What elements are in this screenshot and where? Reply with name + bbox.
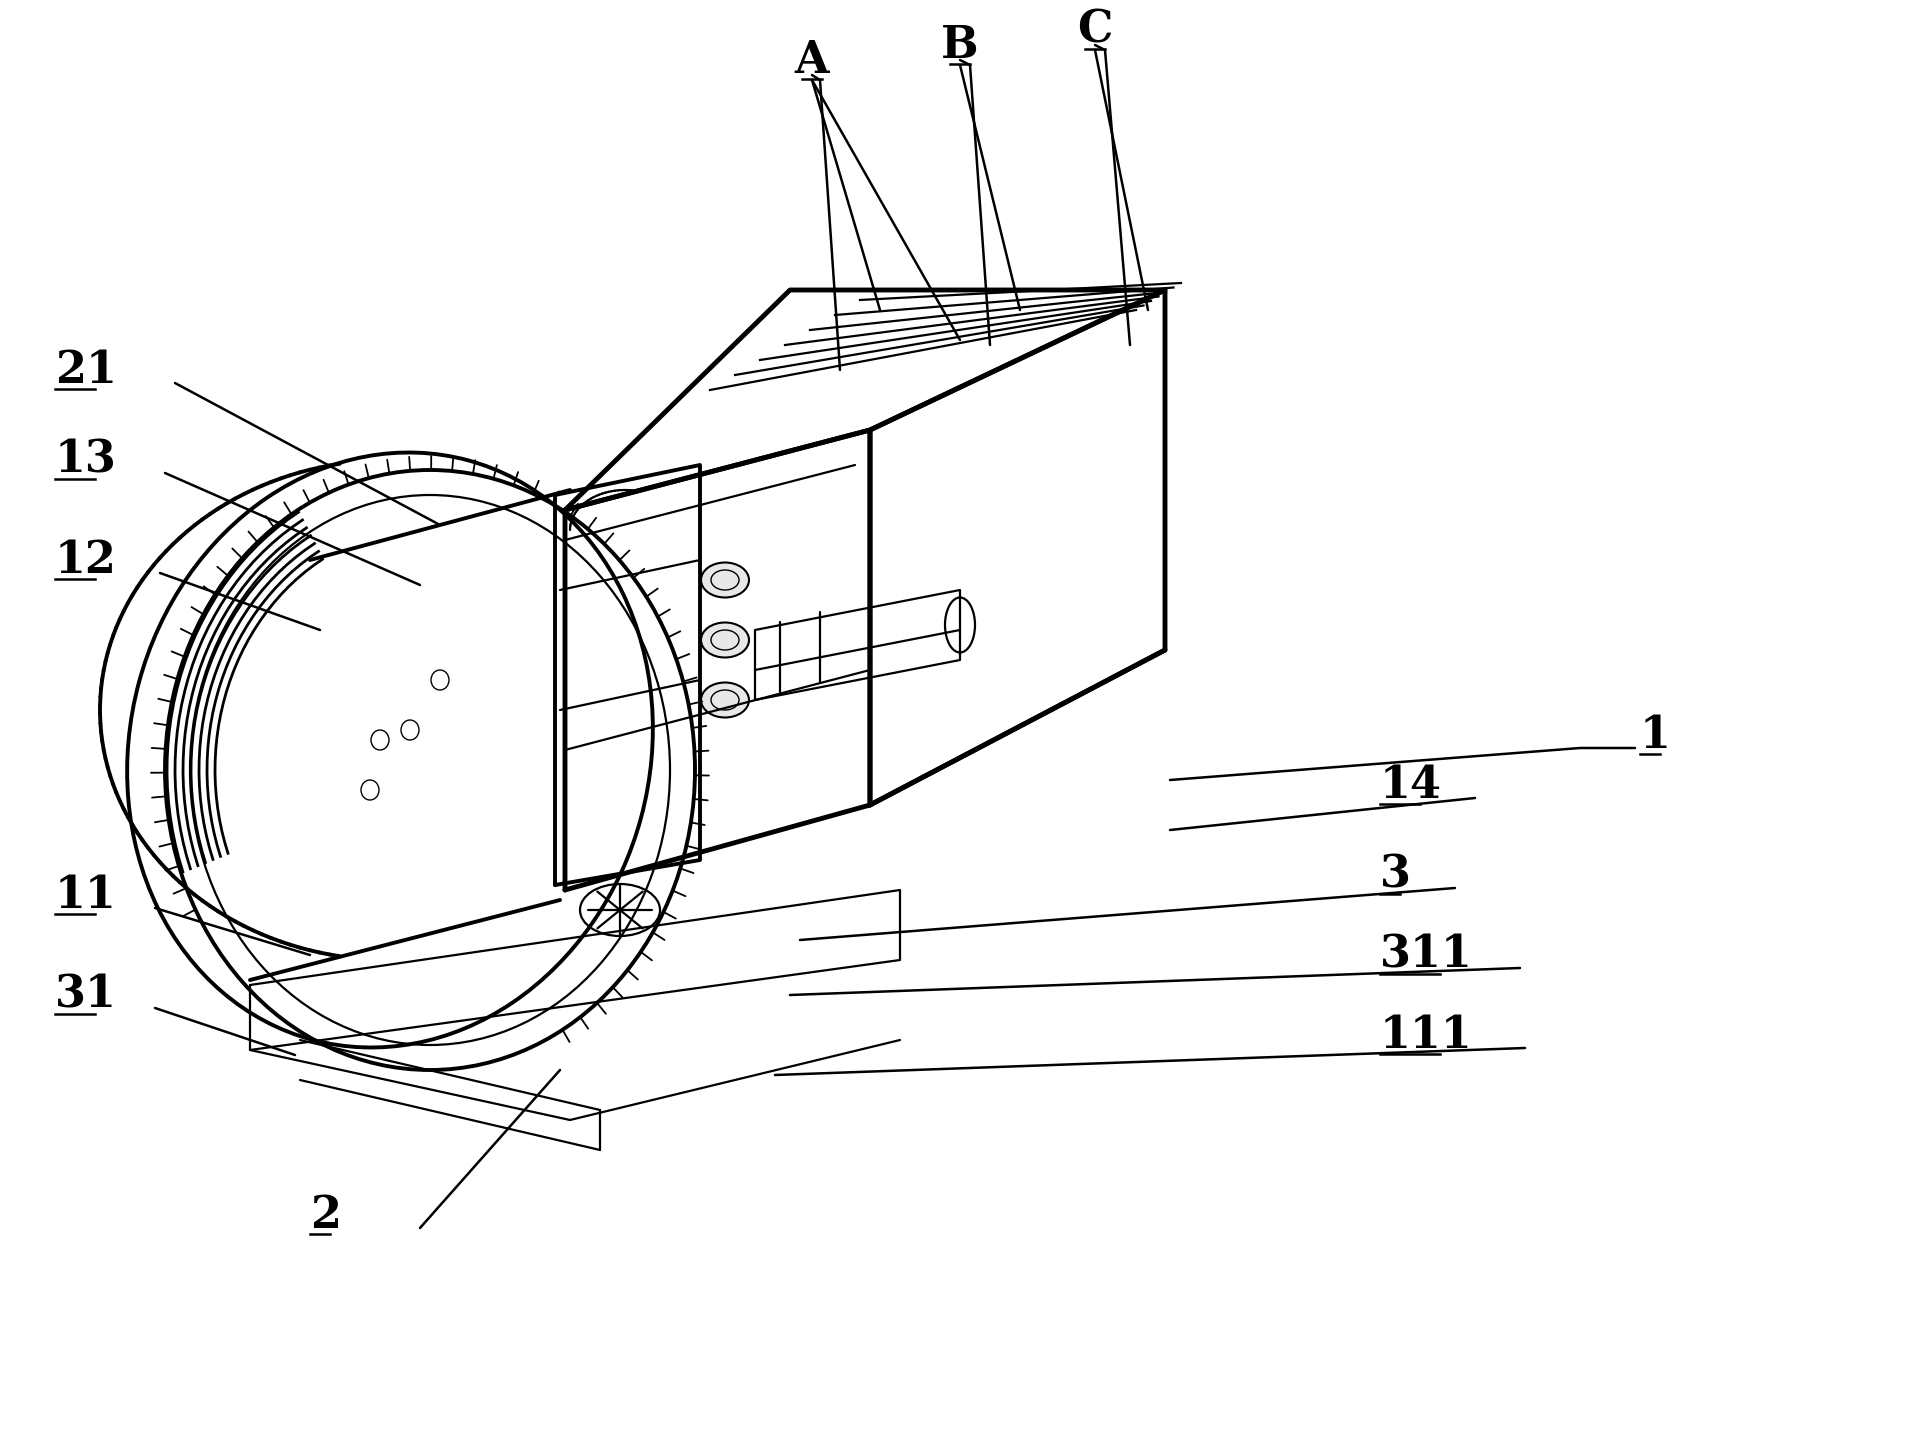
Text: C: C bbox=[1077, 9, 1112, 51]
Text: 111: 111 bbox=[1380, 1014, 1473, 1057]
Text: 31: 31 bbox=[54, 974, 118, 1017]
Text: 21: 21 bbox=[54, 349, 118, 392]
Text: 3: 3 bbox=[1380, 854, 1411, 897]
Text: 12: 12 bbox=[54, 539, 118, 582]
Text: 311: 311 bbox=[1380, 934, 1473, 977]
Ellipse shape bbox=[701, 562, 749, 598]
Text: 11: 11 bbox=[54, 874, 116, 917]
Text: 13: 13 bbox=[54, 439, 118, 482]
Text: 14: 14 bbox=[1380, 764, 1442, 807]
Text: 2: 2 bbox=[311, 1194, 342, 1237]
Ellipse shape bbox=[701, 622, 749, 658]
Text: B: B bbox=[940, 23, 979, 67]
Text: 1: 1 bbox=[1639, 714, 1669, 756]
Text: A: A bbox=[795, 39, 828, 82]
Ellipse shape bbox=[701, 682, 749, 718]
